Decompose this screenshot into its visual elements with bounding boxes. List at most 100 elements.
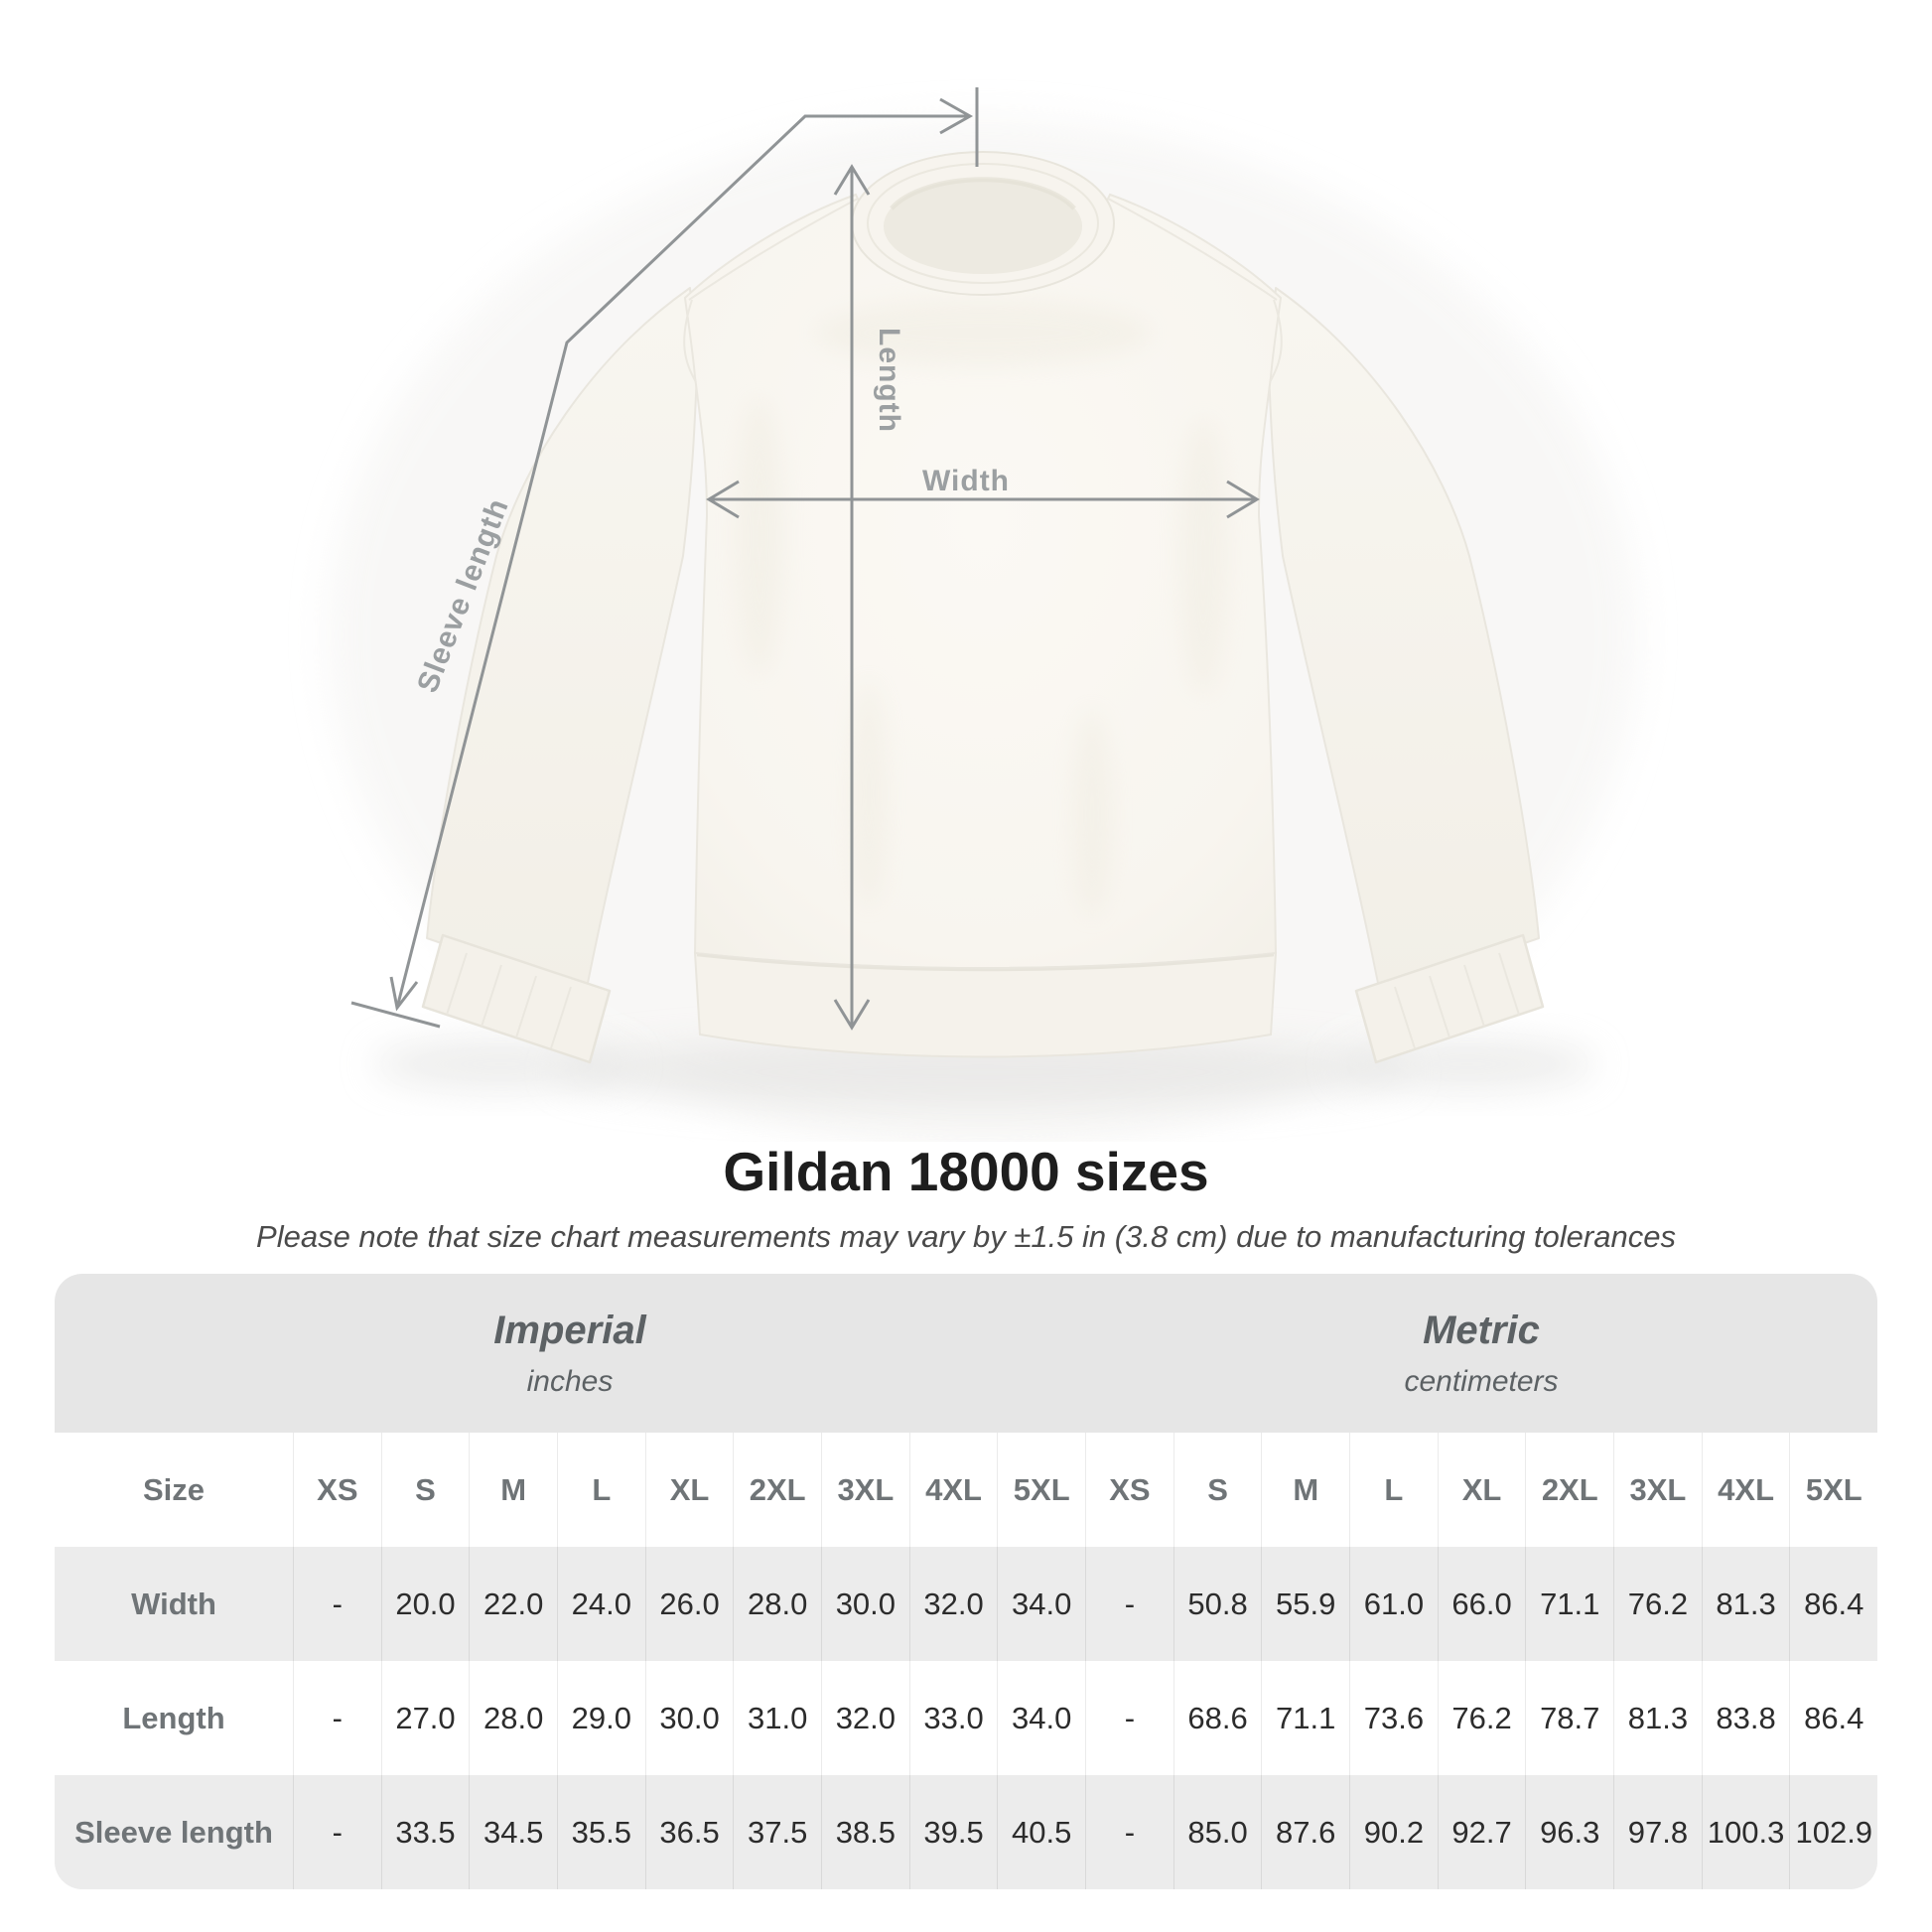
value-cell: 38.5 — [821, 1775, 909, 1889]
value-cell: 96.3 — [1525, 1775, 1613, 1889]
value-cell: 34.0 — [997, 1661, 1085, 1775]
value-cell: 32.0 — [821, 1661, 909, 1775]
value-cell: 33.5 — [380, 1775, 470, 1889]
page-title: Gildan 18000 sizes — [723, 1141, 1209, 1202]
value-cell: - — [1085, 1775, 1173, 1889]
value-cell: 87.6 — [1261, 1775, 1349, 1889]
value-cell: 90.2 — [1349, 1775, 1438, 1889]
value-cell: 34.0 — [997, 1547, 1085, 1661]
tolerance-note: Please note that size chart measurements… — [256, 1219, 1676, 1254]
value-cell: - — [293, 1775, 381, 1889]
metric-label: Metric — [1423, 1308, 1540, 1352]
value-cell: 97.8 — [1613, 1775, 1702, 1889]
sweatshirt-size-diagram: Length Width Sleeve length — [328, 87, 1638, 1142]
metric-unit: centimeters — [1404, 1364, 1559, 1398]
value-cell: 81.3 — [1613, 1661, 1702, 1775]
value-cell: 85.0 — [1173, 1775, 1262, 1889]
value-cell: - — [1085, 1661, 1173, 1775]
value-cell: 71.1 — [1261, 1661, 1349, 1775]
size-col-header: 2XL — [1525, 1433, 1613, 1547]
size-col-header: S — [380, 1433, 470, 1547]
size-col-header: M — [1261, 1433, 1349, 1547]
imperial-unit: inches — [526, 1364, 614, 1398]
size-col-header: 3XL — [821, 1433, 909, 1547]
size-chart-table: Imperial inches Metric centimeters Size … — [55, 1274, 1877, 1889]
left-sleeve — [421, 287, 698, 1064]
sweatshirt-illustration — [328, 87, 1638, 1142]
value-cell: 86.4 — [1789, 1661, 1877, 1775]
torso — [683, 193, 1283, 1058]
value-cell: 37.5 — [733, 1775, 821, 1889]
size-col-header: L — [1349, 1433, 1438, 1547]
value-cell: 50.8 — [1173, 1547, 1262, 1661]
value-cell: 68.6 — [1173, 1661, 1262, 1775]
size-column-title: Size — [142, 1471, 206, 1507]
length-measure-label: Length — [873, 328, 905, 433]
width-arrow — [706, 480, 1260, 519]
value-cell: - — [293, 1547, 381, 1661]
value-cell: 26.0 — [644, 1547, 734, 1661]
value-cell: 32.0 — [908, 1547, 998, 1661]
size-header-row: Size XS S M L XL 2XL 3XL 4XL 5XL XS S M … — [55, 1433, 1877, 1547]
value-cell: 29.0 — [557, 1661, 645, 1775]
value-cell: 33.0 — [908, 1661, 998, 1775]
value-cell: 27.0 — [380, 1661, 470, 1775]
size-col-header: 5XL — [1789, 1433, 1877, 1547]
value-cell: 55.9 — [1261, 1547, 1349, 1661]
value-cell: 30.0 — [821, 1547, 909, 1661]
row-label: Width — [131, 1586, 216, 1621]
value-cell: 24.0 — [557, 1547, 645, 1661]
right-sleeve — [1268, 287, 1545, 1064]
left-cuff — [421, 933, 612, 1064]
value-cell: 39.5 — [908, 1775, 998, 1889]
size-col-header: 2XL — [733, 1433, 821, 1547]
value-cell: 28.0 — [733, 1547, 821, 1661]
metric-unit-group: Metric centimeters — [1085, 1274, 1877, 1433]
value-cell: - — [1085, 1547, 1173, 1661]
imperial-label: Imperial — [493, 1308, 646, 1352]
length-arrow — [833, 164, 871, 1031]
value-cell: 76.2 — [1437, 1661, 1526, 1775]
size-col-header: XL — [644, 1433, 734, 1547]
value-cell: 100.3 — [1701, 1775, 1790, 1889]
table-row-length: Length - 27.0 28.0 29.0 30.0 31.0 32.0 3… — [55, 1661, 1877, 1775]
value-cell: 102.9 — [1789, 1775, 1877, 1889]
value-cell: 78.7 — [1525, 1661, 1613, 1775]
value-cell: 22.0 — [469, 1547, 557, 1661]
table-row-sleeve-length: Sleeve length - 33.5 34.5 35.5 36.5 37.5… — [55, 1775, 1877, 1889]
size-col-header: 4XL — [1701, 1433, 1790, 1547]
value-cell: 40.5 — [997, 1775, 1085, 1889]
value-cell: 83.8 — [1701, 1661, 1790, 1775]
value-cell: 30.0 — [644, 1661, 734, 1775]
row-label: Length — [122, 1700, 225, 1735]
imperial-unit-group: Imperial inches — [55, 1274, 1085, 1433]
value-cell: 86.4 — [1789, 1547, 1877, 1661]
value-cell: 31.0 — [733, 1661, 821, 1775]
size-col-header: 3XL — [1613, 1433, 1702, 1547]
value-cell: 76.2 — [1613, 1547, 1702, 1661]
value-cell: 73.6 — [1349, 1661, 1438, 1775]
unit-header-band: Imperial inches Metric centimeters — [55, 1274, 1877, 1433]
width-measure-label: Width — [921, 465, 1011, 497]
value-cell: 35.5 — [557, 1775, 645, 1889]
hem-band — [693, 951, 1278, 1058]
size-col-header: 5XL — [997, 1433, 1085, 1547]
value-cell: 81.3 — [1701, 1547, 1790, 1661]
row-label: Sleeve length — [74, 1814, 273, 1850]
value-cell: 20.0 — [380, 1547, 470, 1661]
value-cell: 34.5 — [469, 1775, 557, 1889]
size-col-header: M — [469, 1433, 557, 1547]
value-cell: 28.0 — [469, 1661, 557, 1775]
value-cell: 71.1 — [1525, 1547, 1613, 1661]
value-cell: 92.7 — [1437, 1775, 1526, 1889]
right-cuff — [1354, 933, 1545, 1064]
size-col-header: 4XL — [908, 1433, 998, 1547]
collar — [851, 151, 1115, 296]
size-col-header: XS — [1085, 1433, 1173, 1547]
value-cell: 36.5 — [644, 1775, 734, 1889]
value-cell: 61.0 — [1349, 1547, 1438, 1661]
size-col-header: L — [557, 1433, 645, 1547]
value-cell: 66.0 — [1437, 1547, 1526, 1661]
value-cell: - — [293, 1661, 381, 1775]
sleeve-length-arrow — [350, 87, 979, 1029]
